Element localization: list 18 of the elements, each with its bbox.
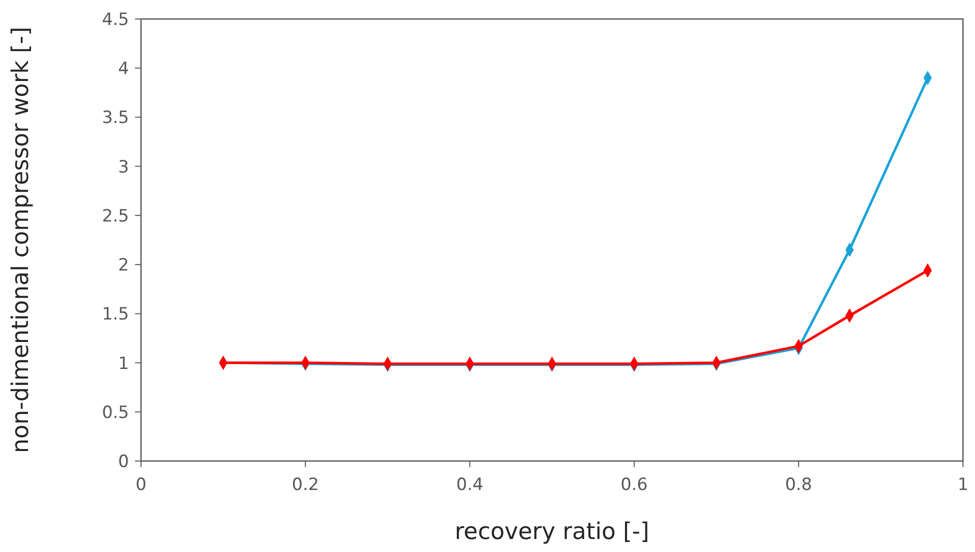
x-tick-label: 0.4 [456, 475, 484, 495]
y-tick-label: 1 [118, 354, 129, 374]
x-tick-label: 0 [136, 475, 146, 495]
y-tick-label: 4.5 [102, 10, 129, 30]
y-axis-title: non-dimentional compressor work [-] [8, 26, 34, 454]
y-tick-label: 0 [118, 452, 129, 472]
x-tick-label: 0.6 [620, 475, 648, 495]
x-tick-label: 0.2 [292, 475, 319, 495]
y-tick-label: 3.5 [102, 108, 129, 128]
y-tick-label: 2 [118, 256, 129, 276]
y-tick-label: 2.5 [102, 206, 129, 226]
x-tick-label: 1 [958, 475, 968, 495]
y-tick-label: 3 [118, 157, 129, 178]
x-tick-label: 0.8 [785, 475, 812, 495]
y-tick-label: 1.5 [102, 304, 129, 325]
y-tick-label: 0.5 [102, 402, 129, 423]
y-tick-label: 4 [118, 59, 129, 80]
x-axis-title: recovery ratio [-] [454, 519, 650, 545]
